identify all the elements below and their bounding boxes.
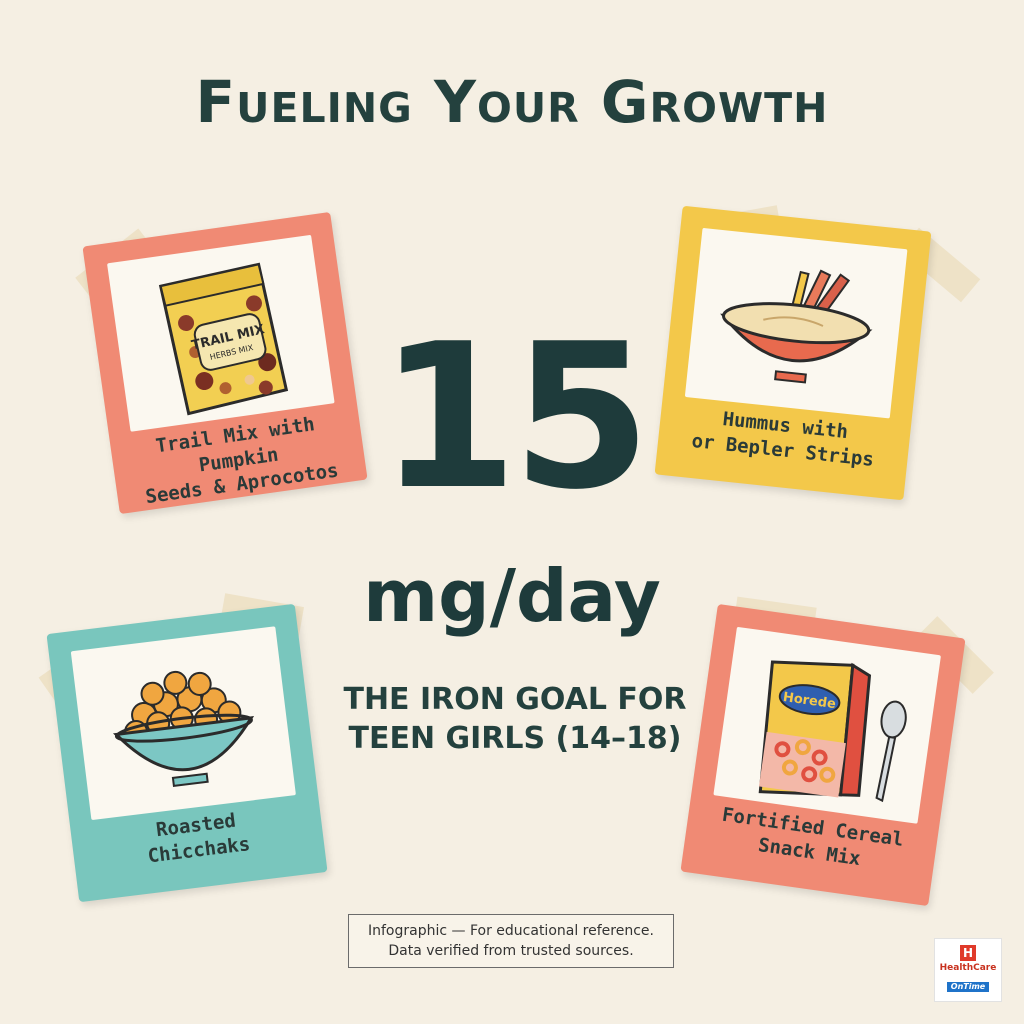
hospital-icon: H [960,945,976,961]
hummus-bowl-icon [720,269,873,384]
brand-tagline: OnTime [946,982,990,992]
goal-label-line: TEEN GIRLS (14–18) [348,721,682,756]
hummus-photo [684,227,908,419]
snack-card-hummus: Hummus with or Bepler Strips [654,205,932,501]
chickpeas-photo [70,626,296,821]
goal-label-line: THE IRON GOAL FOR [343,682,687,717]
cereal-box-label: Horede [782,690,837,712]
snack-card-trail-mix: TRAIL MIX HERBS MIX Trail Mix with Pumpk… [82,211,368,515]
chickpea-bowl-icon [112,670,255,787]
disclaimer-line: Data verified from trusted sources. [388,943,634,959]
iron-goal-label: THE IRON GOAL FOR TEEN GIRLS (14–18) [330,680,700,758]
snack-card-cereal: Horede Fortified Cereal Snack Mix [680,603,966,907]
trail-mix-bag-icon: TRAIL MIX HERBS MIX [158,262,289,416]
disclaimer-line: Infographic — For educational reference. [368,923,654,939]
brand-logo: H HealthCare OnTime [934,938,1002,1002]
trail-mix-photo: TRAIL MIX HERBS MIX [106,234,335,432]
iron-goal-value: 15 [378,301,651,534]
disclaimer-box: Infographic — For educational reference.… [348,914,674,968]
snack-card-chickpeas: Roasted Chicchaks [46,603,328,903]
cereal-box-icon: Horede [758,660,907,803]
brand-name: HealthCare [939,963,997,973]
page-title: Fueling Your Growth [195,68,829,136]
iron-goal-unit: mg/day [363,554,661,638]
cereal-photo: Horede [713,626,942,824]
